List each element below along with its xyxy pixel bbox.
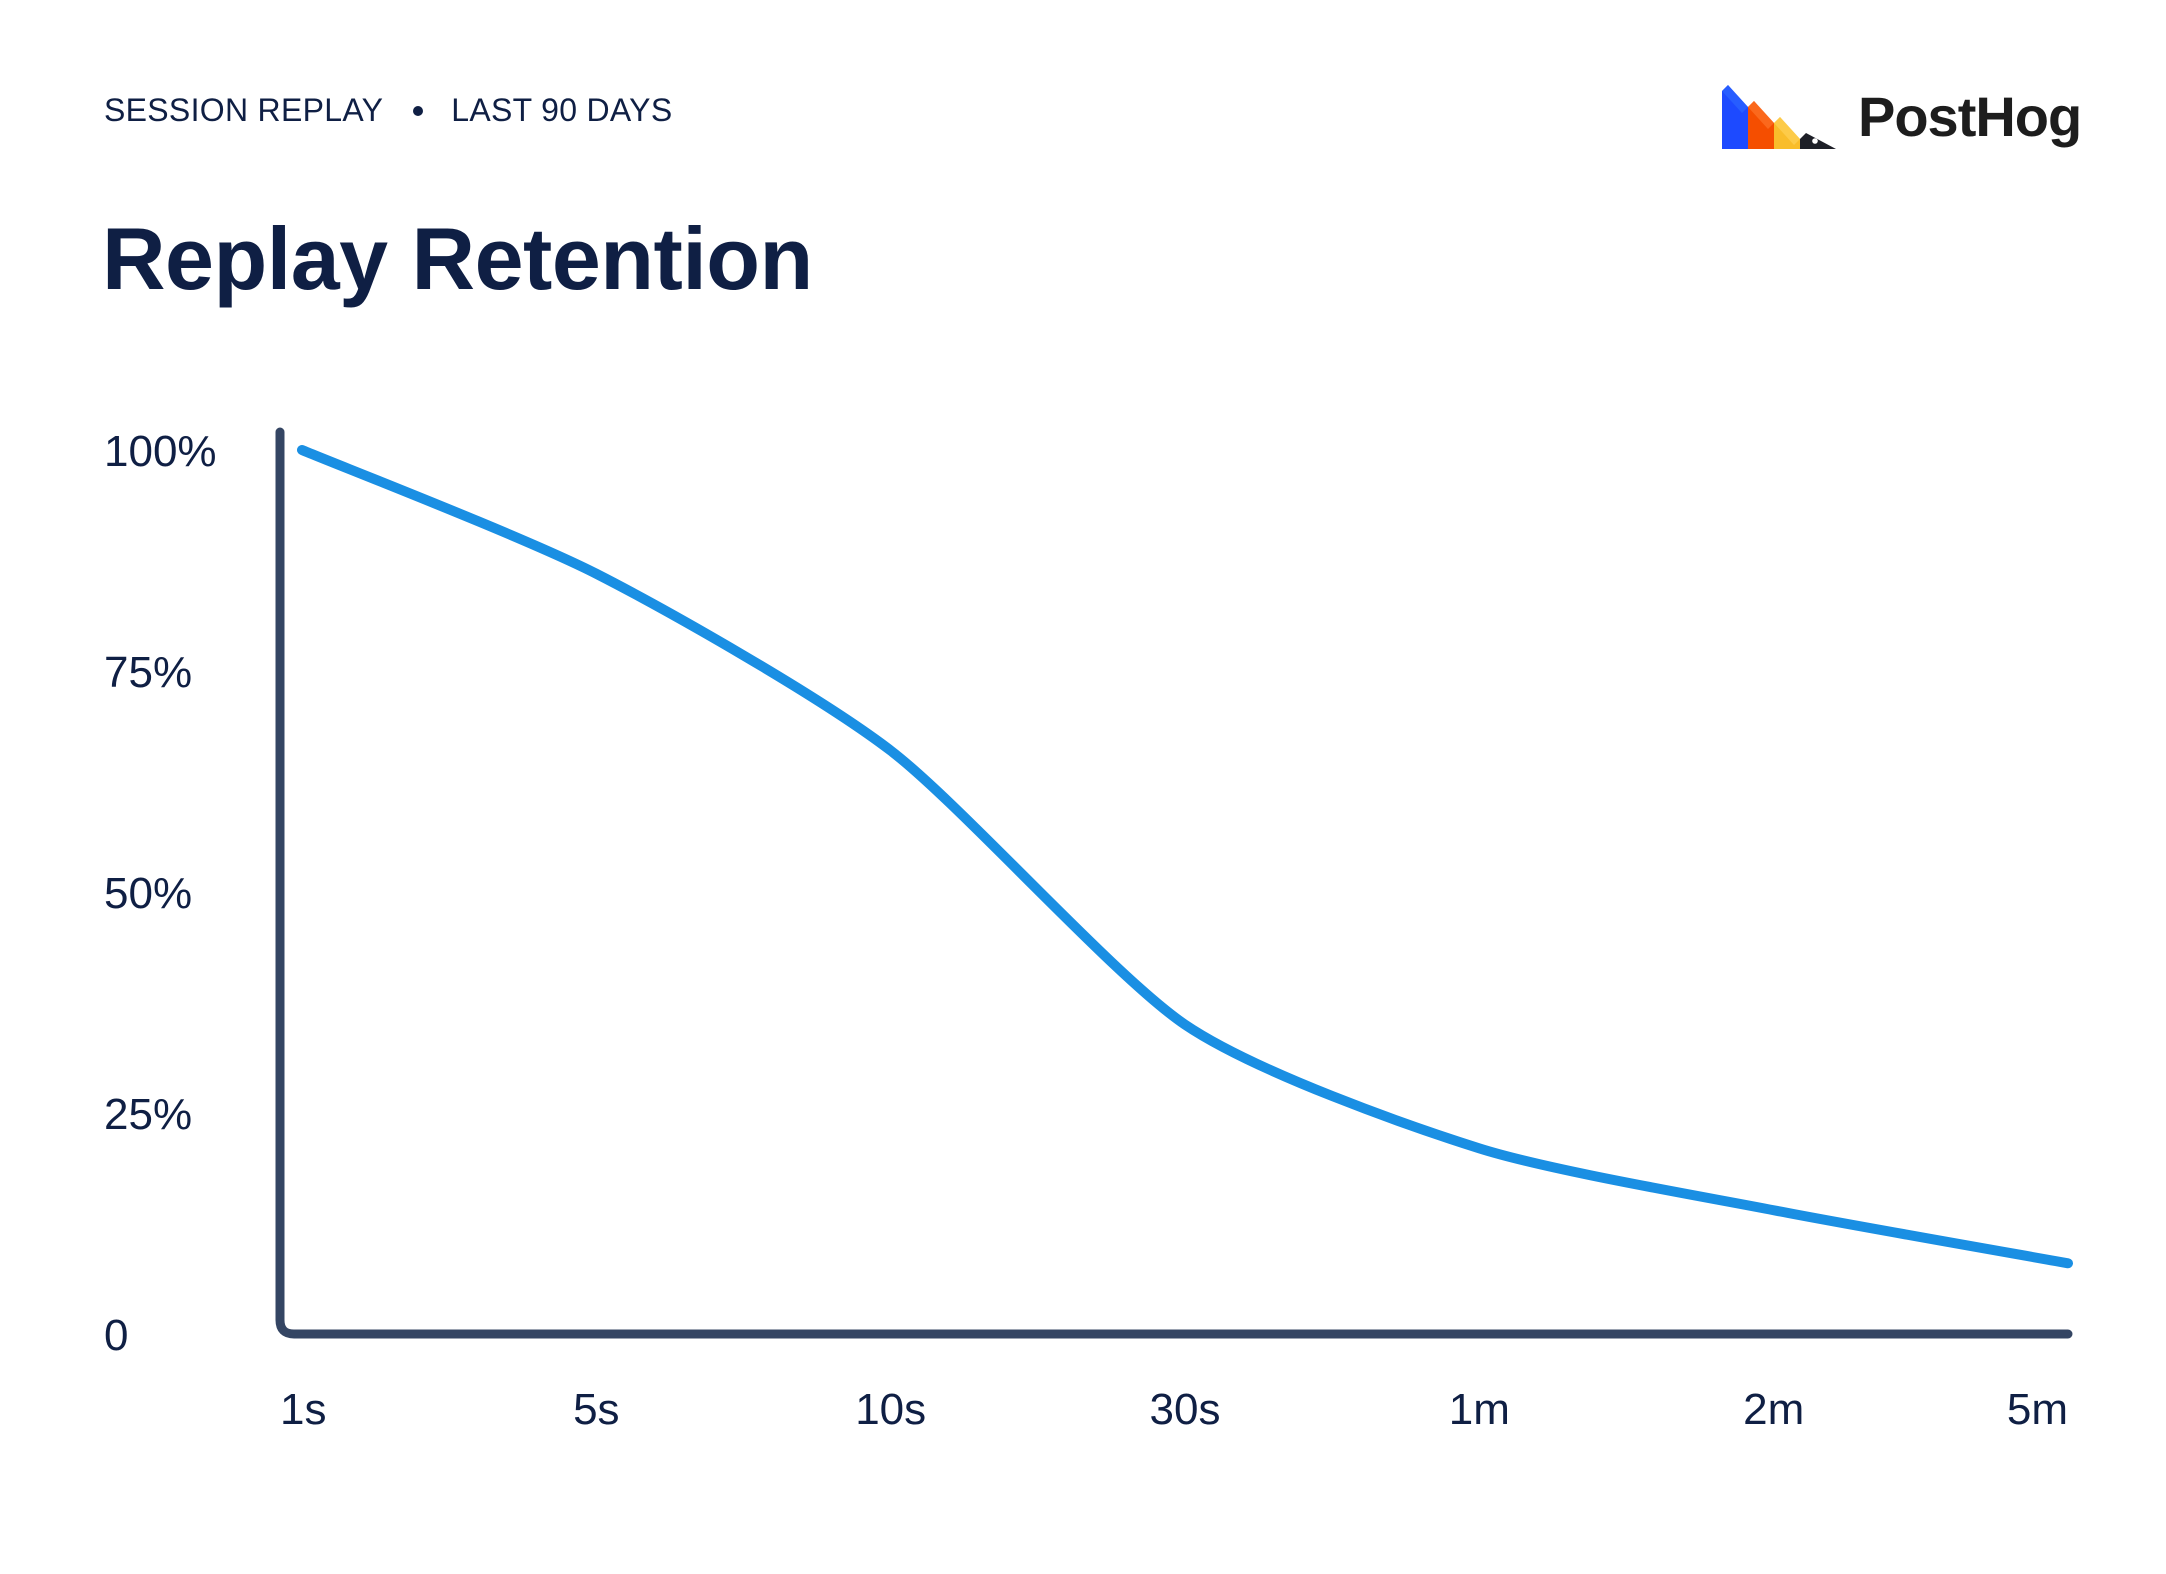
chart-subtitle: SESSION REPLAY LAST 90 DAYS [104,92,672,129]
x-tick-label: 5m [2007,1385,2068,1434]
x-tick-label: 5s [573,1385,619,1434]
logo-orange-top [1748,100,1774,129]
y-tick-label: 75% [104,648,192,697]
y-tick-label: 50% [104,869,192,918]
retention-line [297,445,2073,1269]
y-tick-label: 25% [104,1090,192,1139]
x-axis-ticks: 1s 5s 10s 30s 1m 2m 5m [280,1385,2068,1434]
x-tick-label: 10s [855,1385,926,1434]
chart-title: Replay Retention [102,209,813,308]
x-tick-label: 1m [1449,1385,1510,1434]
logo-yellow-top [1774,116,1800,145]
y-axis-ticks: 0 25% 50% 75% 100% [104,427,217,1360]
posthog-logo: PostHog [1722,84,2082,149]
product-label: SESSION REPLAY [104,92,384,128]
logo-dark-stripe [1800,132,1836,149]
separator-dot [413,105,424,116]
y-tick-label: 0 [104,1311,128,1360]
series-group [297,445,2073,1269]
logo-wordmark: PostHog [1858,85,2082,148]
y-tick-label: 100% [104,427,217,476]
chart-axes [275,427,2073,1339]
logo-blue-top [1722,84,1748,113]
x-tick-label: 2m [1743,1385,1804,1434]
x-tick-label: 30s [1150,1385,1221,1434]
logo-eye [1812,137,1818,144]
x-tick-label: 1s [280,1385,326,1434]
hedgehog-logo-icon [1722,84,1836,149]
period-label: LAST 90 DAYS [451,92,673,128]
